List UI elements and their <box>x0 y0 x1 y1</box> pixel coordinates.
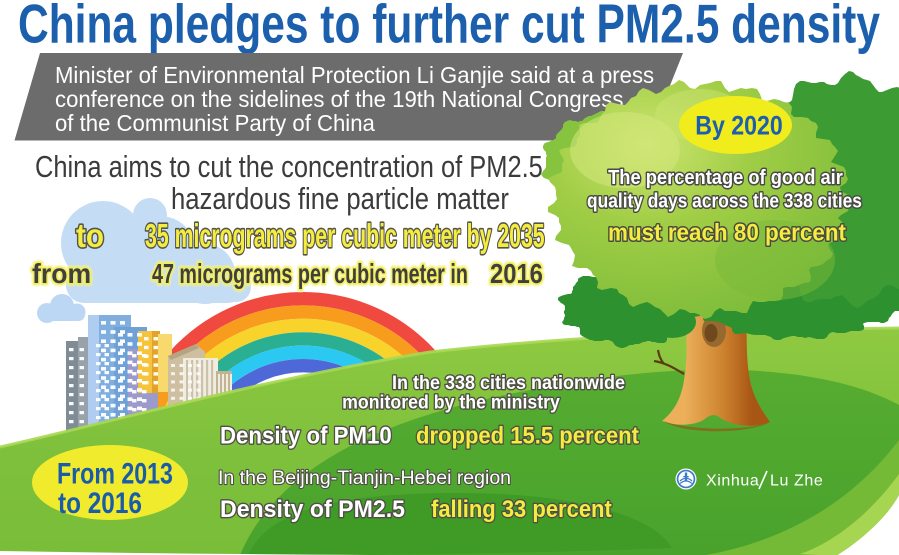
svg-text:47 micrograms per cubic meter: 47 micrograms per cubic meter in <box>152 259 468 290</box>
svg-text:quality days across the 338 ci: quality days across the 338 cities <box>587 189 862 211</box>
svg-text:Density of PM2.5: Density of PM2.5 <box>220 495 405 523</box>
svg-text:must reach 80 percent: must reach 80 percent <box>608 219 846 246</box>
svg-text:Xinhua: Xinhua <box>706 473 759 490</box>
svg-text:to: to <box>76 218 104 255</box>
svg-text:conference on the sidelines of: conference on the sidelines of the 19th … <box>55 87 623 112</box>
svg-text:from: from <box>32 257 91 289</box>
svg-text:hazardous fine particle matter: hazardous fine particle matter <box>171 182 509 217</box>
svg-text:Minister of Environmental Prot: Minister of Environmental Protection Li … <box>55 63 654 88</box>
svg-text:2016: 2016 <box>490 257 543 289</box>
svg-text:Density of PM10: Density of PM10 <box>220 422 392 449</box>
svg-text:to 2016: to 2016 <box>58 487 142 520</box>
svg-text:From 2013: From 2013 <box>57 457 173 490</box>
svg-text:2016: 2016 <box>490 257 543 289</box>
svg-text:47 micrograms per cubic meter: 47 micrograms per cubic meter in <box>152 259 468 290</box>
svg-text:China pledges to further cut P: China pledges to further cut PM2.5 densi… <box>18 0 881 55</box>
svg-text:The percentage of good air: The percentage of good air <box>608 167 843 189</box>
svg-text:By 2020: By 2020 <box>695 111 782 141</box>
svg-text:falling 33 percent: falling 33 percent <box>431 495 612 522</box>
svg-text:In the 338 cities nationwide: In the 338 cities nationwide <box>392 372 625 394</box>
svg-text:In the Beijing-Tianjin-Hebei r: In the Beijing-Tianjin-Hebei region <box>218 467 511 489</box>
svg-text:from: from <box>32 257 91 289</box>
svg-text:35 micrograms per cubic meter: 35 micrograms per cubic meter by 2035 <box>145 217 545 254</box>
svg-text:monitored by the ministry: monitored by the ministry <box>342 391 561 413</box>
svg-text:China aims to cut the concentr: China aims to cut the concentration of P… <box>35 150 543 185</box>
svg-text:of the Communist Party of Chin: of the Communist Party of China <box>55 111 375 136</box>
svg-text:Lu Zhe: Lu Zhe <box>770 473 823 490</box>
svg-text:dropped 15.5 percent: dropped 15.5 percent <box>416 421 639 448</box>
